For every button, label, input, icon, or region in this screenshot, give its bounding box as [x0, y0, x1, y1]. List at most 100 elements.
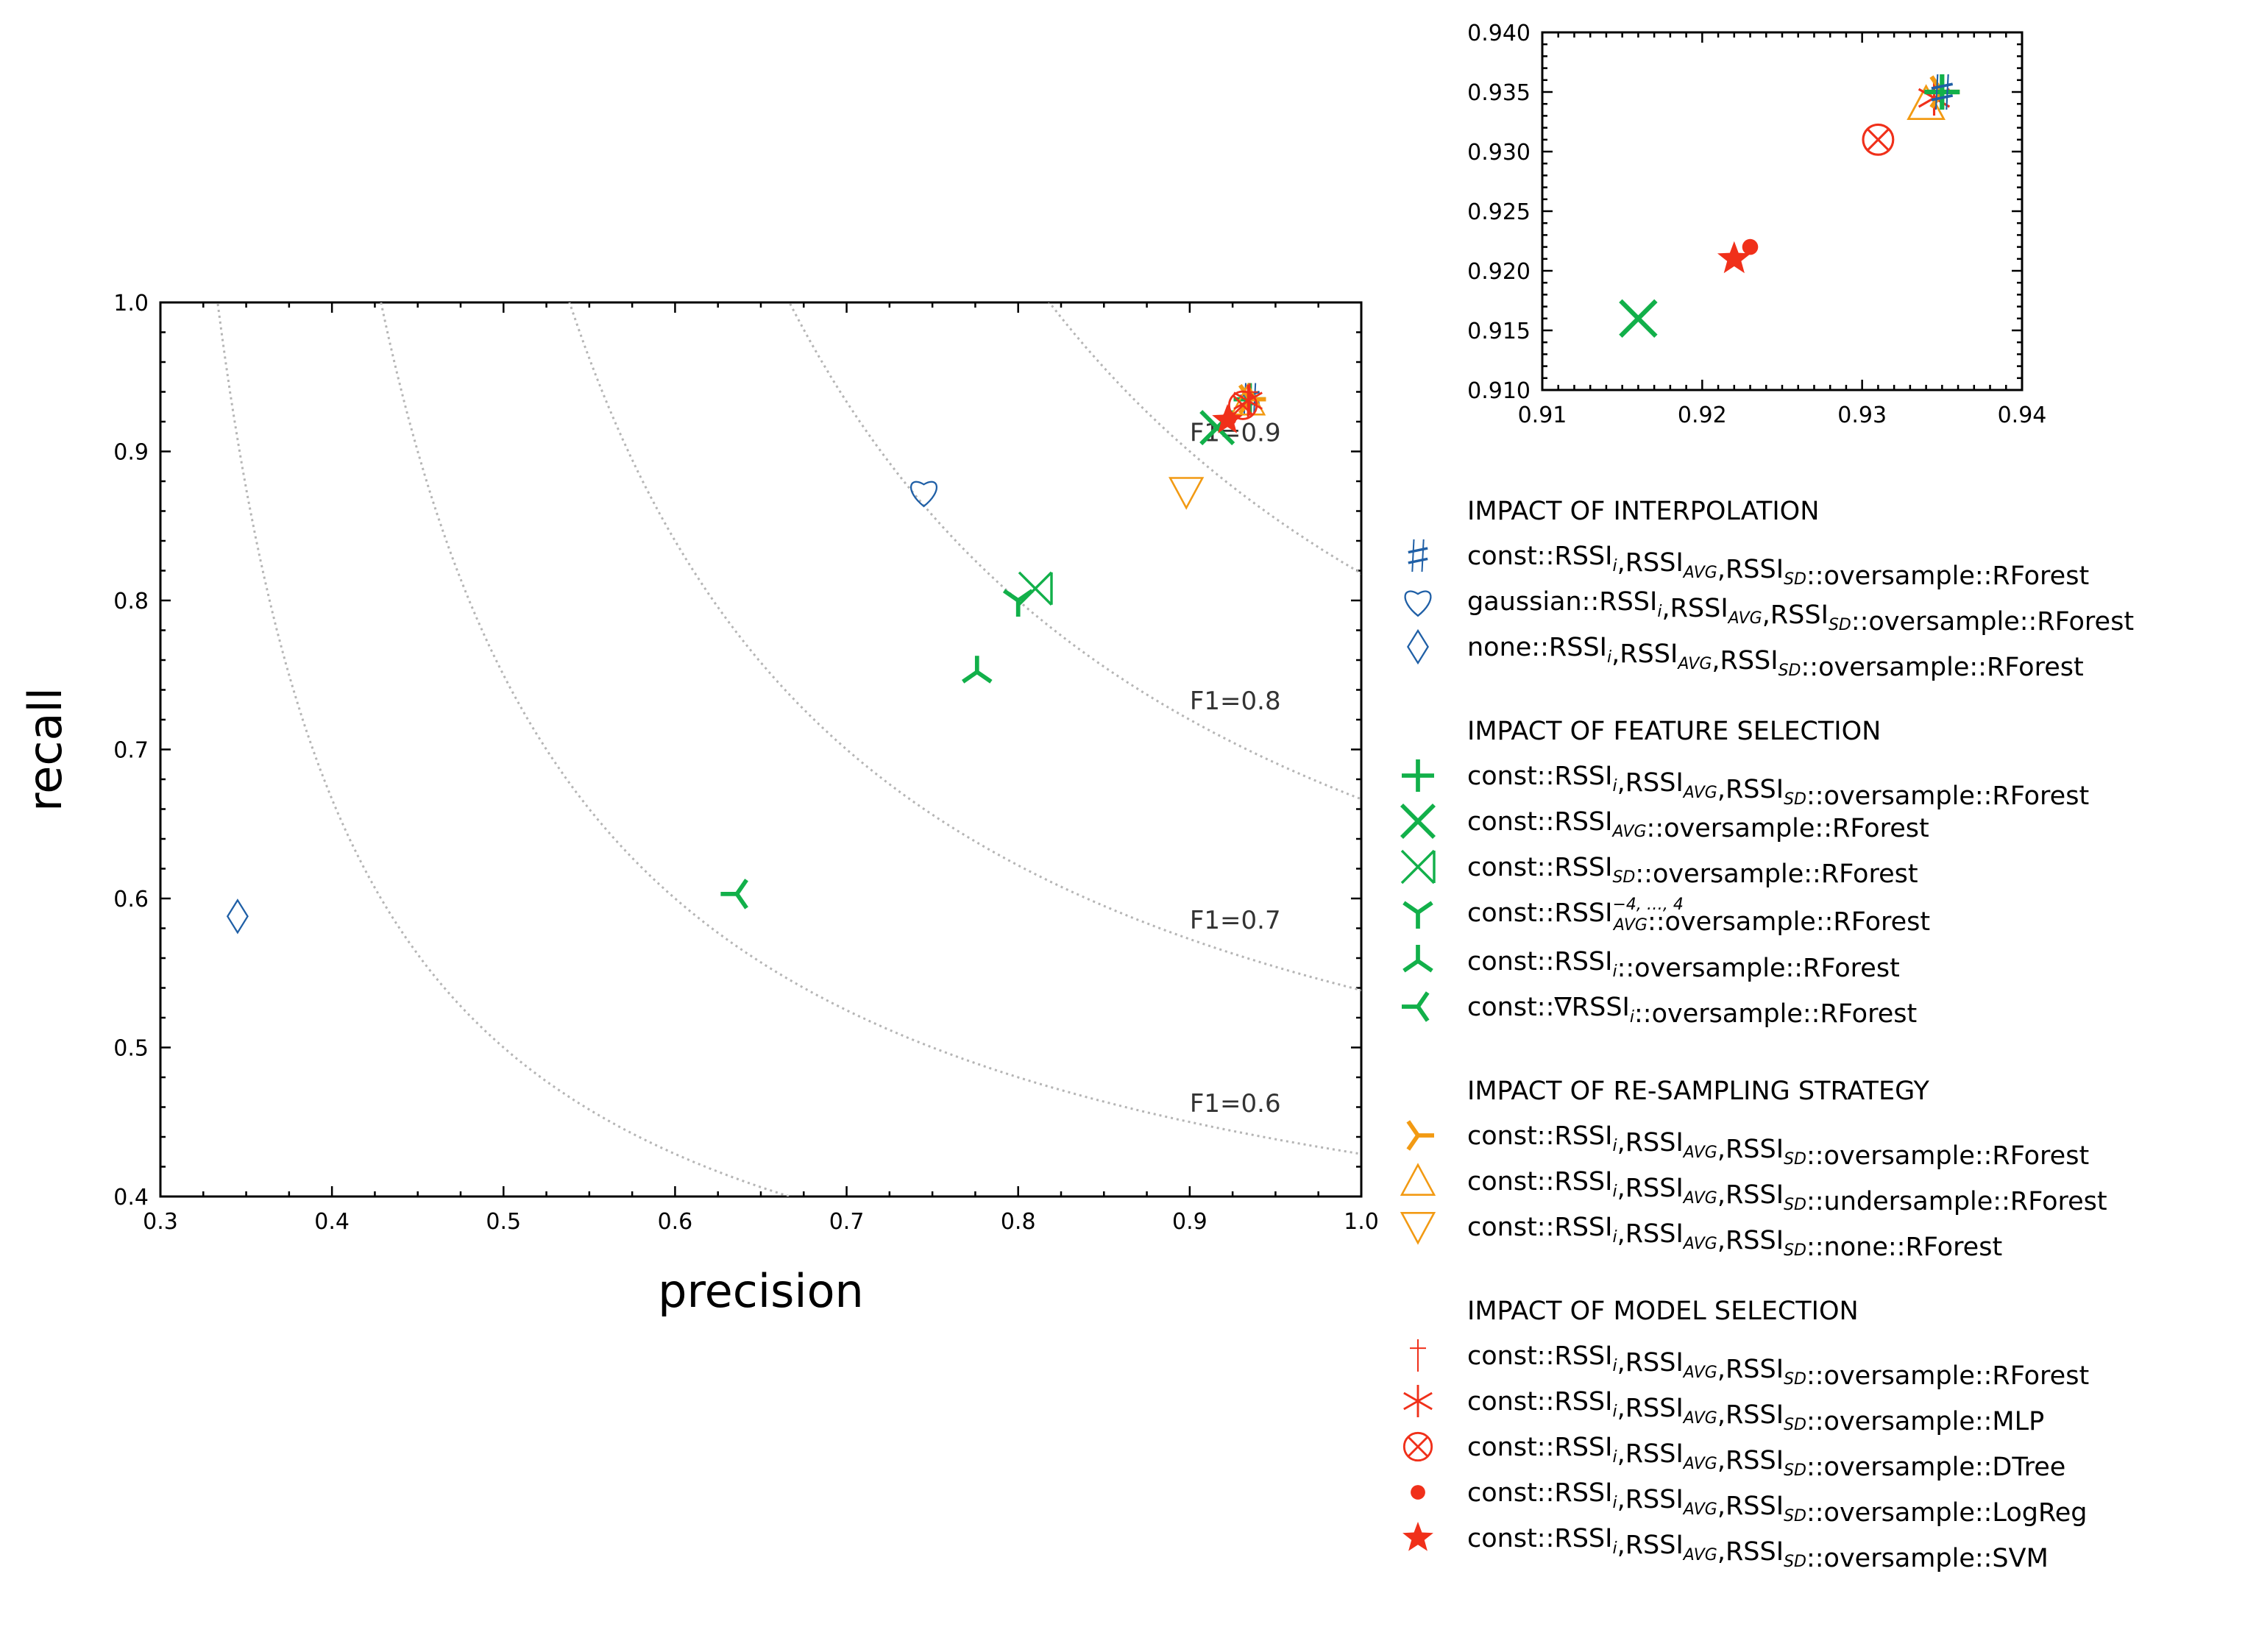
legend-label: const::RSSI−4, …, 4 AVG::oversample::RFor…: [1467, 896, 1930, 937]
inset-point-feat-avg: [1619, 299, 1658, 338]
legend-marker-feat-all: [1402, 759, 1434, 792]
iso-f1-curves: [216, 302, 1361, 1197]
legend-entry: const::RSSIi,RSSIAVG,RSSISD::none::RFore…: [1400, 1212, 2002, 1262]
legend-entry: const::RSSIi,RSSIAVG,RSSISD::oversample:…: [1402, 759, 2089, 811]
legend-entry: const::RSSIi,RSSIAVG,RSSISD::oversample:…: [1402, 1522, 2049, 1573]
legend-label: const::RSSIAVG::oversample::RForest: [1467, 807, 1929, 843]
legend-label: const::RSSIi,RSSIAVG,RSSISD::oversample:…: [1467, 1524, 2049, 1573]
legend-marker-model-mlp: [1403, 1385, 1433, 1417]
y-tick-label: 0.940: [1467, 21, 1531, 46]
inset-point-model-logreg: [1742, 238, 1759, 255]
legend-label: gaussian::RSSIi,RSSIAVG,RSSISD::oversamp…: [1467, 587, 2134, 637]
y-tick-label: 0.7: [113, 738, 149, 764]
legend-marker-feat-avg-window: [1402, 901, 1433, 929]
legend-label: const::RSSIi,RSSIAVG,RSSISD::oversample:…: [1467, 1433, 2065, 1482]
data-point-interp-gaussian: [909, 481, 938, 508]
legend-label: none::RSSIi,RSSIAVG,RSSISD::oversample::…: [1467, 633, 2084, 682]
data-point-feat-sd: [1018, 571, 1053, 606]
y-tick-label: 0.4: [113, 1185, 149, 1210]
legend-entry: const::RSSI−4, …, 4 AVG::oversample::RFor…: [1402, 896, 1930, 937]
ticks: [159, 301, 1363, 1198]
x-tick-label: 0.9: [1172, 1209, 1207, 1235]
legend-marker-feat-grad: [1402, 991, 1430, 1022]
x-tick-label: 0.91: [1518, 403, 1567, 428]
x-tick-label: 1.0: [1344, 1209, 1379, 1235]
legend-label: const::RSSIi,RSSIAVG,RSSISD::none::RFore…: [1467, 1213, 2002, 1262]
data-point-resample-none: [1168, 477, 1205, 510]
iso-f1-curve: [1048, 302, 1361, 575]
legend-marker-interp-const: [1408, 539, 1428, 572]
inset-point-interp-const: [1931, 74, 1954, 110]
y-tick-label: 0.6: [113, 887, 149, 912]
y-tick-label: 0.915: [1467, 319, 1531, 344]
iso-f1-label: F1=0.8: [1190, 687, 1281, 716]
inset-point-model-svm: [1717, 241, 1751, 274]
legend-group: IMPACT OF MODEL SELECTIONconst::RSSIi,RS…: [1402, 1297, 2089, 1573]
legend-entry: const::RSSIi,RSSIAVG,RSSISD::oversample:…: [1408, 539, 2089, 591]
legend-marker-interp-gaussian: [1404, 590, 1432, 617]
legend-entry: const::∇RSSIi::oversample::RForest: [1402, 991, 1917, 1029]
legend-marker-resample-over: [1406, 1120, 1434, 1151]
legend-entry: const::RSSIi,RSSIAVG,RSSISD::oversample:…: [1402, 1431, 2065, 1482]
legend-marker-model-logreg: [1411, 1485, 1425, 1500]
legend-group-title: IMPACT OF FEATURE SELECTION: [1467, 717, 1881, 746]
y-tick-label: 1.0: [113, 291, 149, 316]
legend-label: const::RSSIi,RSSIAVG,RSSISD::oversample:…: [1467, 762, 2089, 811]
legend-entry: const::RSSISD::oversample::RForest: [1400, 849, 1918, 889]
legend-entry: const::RSSIi::oversample::RForest: [1402, 945, 1900, 983]
iso-f1-curve: [788, 302, 1361, 801]
legend-marker-model-dtree: [1402, 1431, 1433, 1462]
legend-marker-feat-sd: [1400, 849, 1436, 885]
y-tick-label: 0.9: [113, 440, 149, 466]
legend-marker-feat-avg: [1400, 803, 1436, 840]
data-point-model-svm: [1212, 404, 1244, 433]
ticks: [1541, 31, 2024, 391]
legend-marker-model-svm: [1402, 1522, 1433, 1551]
x-axis-title: precision: [658, 1264, 864, 1318]
data-point-interp-none: [226, 898, 249, 935]
iso-f1-label: F1=0.7: [1190, 906, 1281, 935]
legend-label: const::∇RSSIi::oversample::RForest: [1467, 993, 1917, 1029]
x-tick-label: 0.6: [658, 1209, 693, 1235]
legend-group: IMPACT OF INTERPOLATIONconst::RSSIi,RSSI…: [1404, 497, 2134, 682]
y-tick-label: 0.920: [1467, 259, 1531, 285]
legend-group: IMPACT OF RE-SAMPLING STRATEGYconst::RSS…: [1400, 1077, 2107, 1262]
legend-label: const::RSSIi,RSSIAVG,RSSISD::oversample:…: [1467, 1387, 2044, 1436]
data-point-feat-rssi-i: [962, 656, 993, 684]
legend-entry: const::RSSIi,RSSIAVG,RSSISD::oversample:…: [1403, 1385, 2044, 1436]
legend-label: const::RSSIi,RSSIAVG,RSSISD::undersample…: [1467, 1167, 2107, 1216]
inset-point-model-dtree: [1862, 123, 1895, 156]
y-tick-label: 0.910: [1467, 378, 1531, 404]
legend-marker-model-rforest: [1410, 1339, 1426, 1372]
x-tick-label: 0.4: [314, 1209, 350, 1235]
y-tick-label: 0.8: [113, 589, 149, 614]
x-tick-label: 0.94: [1998, 403, 2047, 428]
plot-frame: [1541, 31, 2024, 391]
legend-group-title: IMPACT OF MODEL SELECTION: [1467, 1297, 1859, 1326]
data-point-model-dtree: [1227, 390, 1258, 420]
legend-marker-resample-none: [1400, 1212, 1436, 1245]
y-tick-label: 0.935: [1467, 80, 1531, 106]
iso-f1-label: F1=0.6: [1190, 1089, 1281, 1119]
legend-label: const::RSSIi::oversample::RForest: [1467, 947, 1900, 983]
legend: IMPACT OF INTERPOLATIONconst::RSSIi,RSSI…: [1400, 497, 2134, 1573]
legend-label: const::RSSIi,RSSIAVG,RSSISD::oversample:…: [1467, 542, 2089, 591]
inset-plot: 0.91 0.92 0.93 0.94 0.910 0.915 0.920 0.925 0.93…: [1467, 21, 2046, 428]
x-tick-label: 0.8: [1001, 1209, 1036, 1235]
plot-frame: [159, 301, 1363, 1198]
data-point-feat-avg-window: [1002, 589, 1034, 617]
y-tick-label: 0.5: [113, 1036, 149, 1062]
legend-entry: const::RSSIi,RSSIAVG,RSSISD::undersample…: [1400, 1163, 2107, 1216]
legend-entry: const::RSSIAVG::oversample::RForest: [1400, 803, 1929, 843]
legend-marker-interp-none: [1407, 628, 1429, 665]
iso-f1-curve: [568, 302, 1361, 992]
x-tick-label: 0.7: [829, 1209, 865, 1235]
y-axis-title: recall: [18, 687, 72, 812]
y-tick-label: 0.925: [1467, 199, 1531, 225]
main-plot: 0.3 0.4 0.5 0.6 0.7 0.8 0.9 1.00.40.50.60.70.80…: [18, 291, 1379, 1318]
inset-point-feat-all: [1924, 74, 1960, 110]
x-tick-label: 0.93: [1837, 403, 1887, 428]
legend-label: const::RSSIi,RSSIAVG,RSSISD::oversample:…: [1467, 1121, 2089, 1171]
